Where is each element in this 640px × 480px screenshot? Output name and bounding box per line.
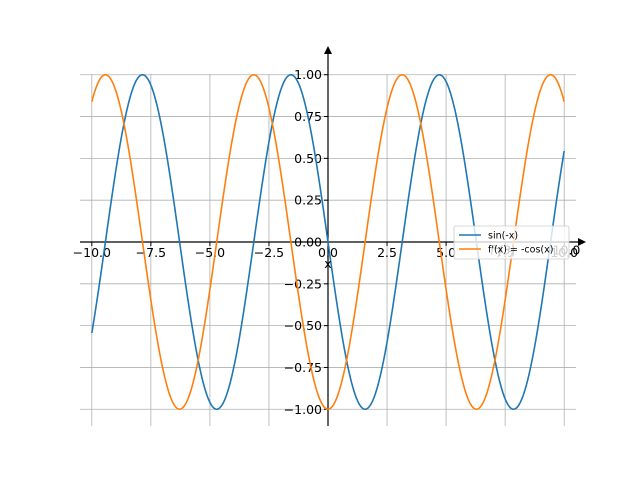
x-tick-label: 0.0 — [318, 245, 338, 260]
overlay-label: x — [324, 256, 331, 271]
x-tick-label: 2.5 — [377, 245, 397, 260]
x-tick-label: −5.0 — [195, 245, 225, 260]
y-tick-label: −1.00 — [284, 402, 322, 417]
x-tick-label: −10.0 — [73, 245, 111, 260]
y-tick-label: 0.50 — [294, 151, 322, 166]
y-axis-arrow — [324, 46, 332, 54]
y-tick-label: 1.00 — [294, 67, 322, 82]
x-axis-arrow — [578, 238, 586, 246]
legend-label: f'(x) = -cos(x) — [488, 245, 553, 256]
legend-label: sin(-x) — [488, 231, 518, 242]
series-line — [91, 73, 565, 411]
y-tick-label: −0.25 — [284, 276, 322, 291]
series-line — [91, 73, 565, 411]
legend-box — [453, 225, 570, 260]
x-tick-label: −2.5 — [254, 245, 284, 260]
x-tick-label: −7.5 — [136, 245, 166, 260]
x-tick-label: 5.0 — [436, 245, 456, 260]
y-tick-label: 0.25 — [294, 193, 322, 208]
y-tick-label: −0.75 — [284, 360, 322, 375]
legend: sin(-x) f'(x) = -cos(x) — [453, 225, 570, 260]
y-tick-label: 0.00 — [294, 235, 322, 250]
series — [91, 73, 565, 411]
